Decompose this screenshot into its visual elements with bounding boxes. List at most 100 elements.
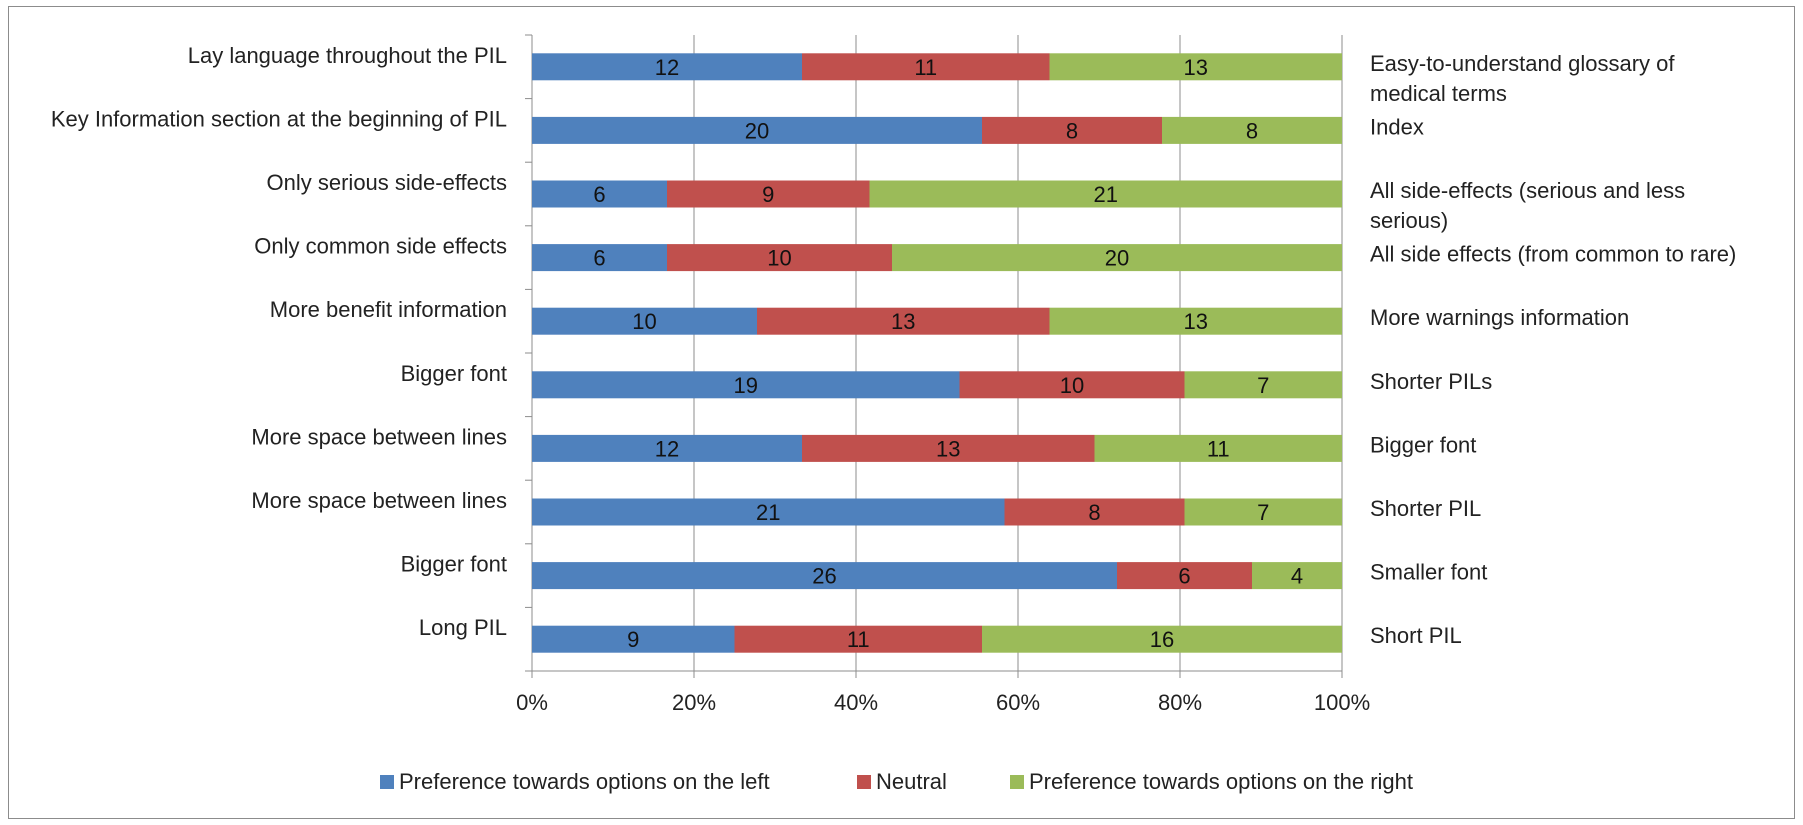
right-category-label-line: Shorter PILs <box>1370 369 1492 394</box>
right-category-label: Index <box>1370 114 1424 139</box>
bar-segment <box>802 53 1050 81</box>
bar-data-label: 21 <box>1094 182 1118 207</box>
bar-segment <box>532 53 802 81</box>
bar-segment <box>667 244 892 272</box>
bar-data-label: 6 <box>593 182 605 207</box>
bar-data-label: 7 <box>1257 500 1269 525</box>
bar-segment <box>982 625 1342 653</box>
bar-data-label: 20 <box>1105 246 1129 271</box>
bar-data-label: 10 <box>632 309 656 334</box>
bar-data-label: 12 <box>655 55 679 80</box>
x-tick-label: 60% <box>996 690 1040 715</box>
bar-data-label: 16 <box>1150 627 1174 652</box>
bar-segment <box>532 180 667 208</box>
legend-label: Preference towards options on the left <box>399 769 770 794</box>
bar-segment <box>982 116 1162 144</box>
bar-segment <box>869 180 1342 208</box>
right-category-label-line: Shorter PIL <box>1370 496 1481 521</box>
x-tick-label: 100% <box>1314 690 1370 715</box>
bar-data-label: 8 <box>1246 118 1258 143</box>
right-category-label-line: serious) <box>1370 208 1448 233</box>
bar-segment <box>757 307 1050 335</box>
bar-segment <box>667 180 870 208</box>
bar-data-label: 12 <box>655 436 679 461</box>
bar-data-label: 13 <box>936 436 960 461</box>
bar-data-label: 11 <box>847 627 870 652</box>
right-category-label-line: More warnings information <box>1370 305 1629 330</box>
bar-data-label: 7 <box>1257 373 1269 398</box>
bar-data-label: 10 <box>1060 373 1084 398</box>
bar-segment <box>532 116 982 144</box>
bar-data-label: 21 <box>756 500 780 525</box>
right-category-label-line: Easy-to-understand glossary of <box>1370 51 1675 76</box>
bar-segment <box>802 434 1095 462</box>
bar-data-label: 4 <box>1291 564 1303 589</box>
right-category-label: More warnings information <box>1370 305 1629 330</box>
bar-segment <box>532 371 960 399</box>
bar-data-label: 13 <box>891 309 915 334</box>
bar-data-label: 8 <box>1066 118 1078 143</box>
bar-data-label: 6 <box>1178 564 1190 589</box>
bar-data-label: 11 <box>914 55 937 80</box>
bar-segment <box>1162 116 1342 144</box>
bar-data-label: 8 <box>1088 500 1100 525</box>
bar-data-label: 6 <box>593 246 605 271</box>
bar-data-label: 10 <box>767 246 791 271</box>
right-category-label: Smaller font <box>1370 560 1487 585</box>
legend-swatch <box>857 775 871 789</box>
bar-segment <box>1184 371 1342 399</box>
bar-data-label: 26 <box>812 564 836 589</box>
bar-segment <box>1252 562 1342 590</box>
bar-segment <box>892 244 1342 272</box>
left-category-label: Key Information section at the beginning… <box>51 106 507 131</box>
left-category-label: More benefit information <box>270 297 507 322</box>
bar-segment <box>1117 562 1252 590</box>
legend-swatch <box>1010 775 1024 789</box>
bar-segment <box>532 562 1117 590</box>
bar-data-label: 20 <box>745 118 769 143</box>
x-tick-label: 20% <box>672 690 716 715</box>
bar-data-label: 9 <box>762 182 774 207</box>
x-tick-label: 80% <box>1158 690 1202 715</box>
right-category-label-line: Index <box>1370 114 1424 139</box>
right-category-label: Short PIL <box>1370 623 1462 648</box>
bar-segment <box>1094 434 1342 462</box>
bar-segment <box>532 434 802 462</box>
left-category-label: Bigger font <box>401 361 507 386</box>
legend-swatch <box>380 775 394 789</box>
left-category-label: Long PIL <box>419 615 507 640</box>
bar-data-label: 13 <box>1184 55 1208 80</box>
right-category-label-line: All side-effects (serious and less <box>1370 178 1685 203</box>
right-category-label: All side-effects (serious and less seriou… <box>1370 178 1685 233</box>
left-category-label: Bigger font <box>401 552 507 577</box>
left-category-label: Only serious side-effects <box>267 170 507 195</box>
bar-data-label: 11 <box>1207 436 1230 461</box>
bar-segment <box>734 625 982 653</box>
bar-data-label: 19 <box>734 373 758 398</box>
x-tick-label: 0% <box>516 690 548 715</box>
bar-segment <box>1049 53 1342 81</box>
right-category-label-line: medical terms <box>1370 81 1507 106</box>
left-category-label: More space between lines <box>251 488 507 513</box>
bar-data-label: 13 <box>1184 309 1208 334</box>
bar-segment <box>1049 307 1342 335</box>
bar-segment <box>1004 498 1185 526</box>
right-category-label-line: Bigger font <box>1370 432 1476 457</box>
legend-label: Neutral <box>876 769 947 794</box>
bar-data-label: 9 <box>627 627 639 652</box>
left-category-label: More space between lines <box>251 424 507 449</box>
right-category-label: Shorter PILs <box>1370 369 1492 394</box>
right-category-label: Bigger font <box>1370 432 1476 457</box>
bar-segment <box>532 498 1005 526</box>
bar-segment <box>1184 498 1342 526</box>
left-category-label: Lay language throughout the PIL <box>188 43 507 68</box>
right-category-label: Shorter PIL <box>1370 496 1481 521</box>
right-category-label: Easy-to-understand glossary of medical te… <box>1370 51 1675 106</box>
right-category-label: All side effects (from common to rare) <box>1370 242 1736 267</box>
right-category-label-line: Short PIL <box>1370 623 1462 648</box>
x-tick-label: 40% <box>834 690 878 715</box>
bar-segment <box>532 625 735 653</box>
legend-label: Preference towards options on the right <box>1029 769 1413 794</box>
right-category-label-line: All side effects (from common to rare) <box>1370 242 1736 267</box>
